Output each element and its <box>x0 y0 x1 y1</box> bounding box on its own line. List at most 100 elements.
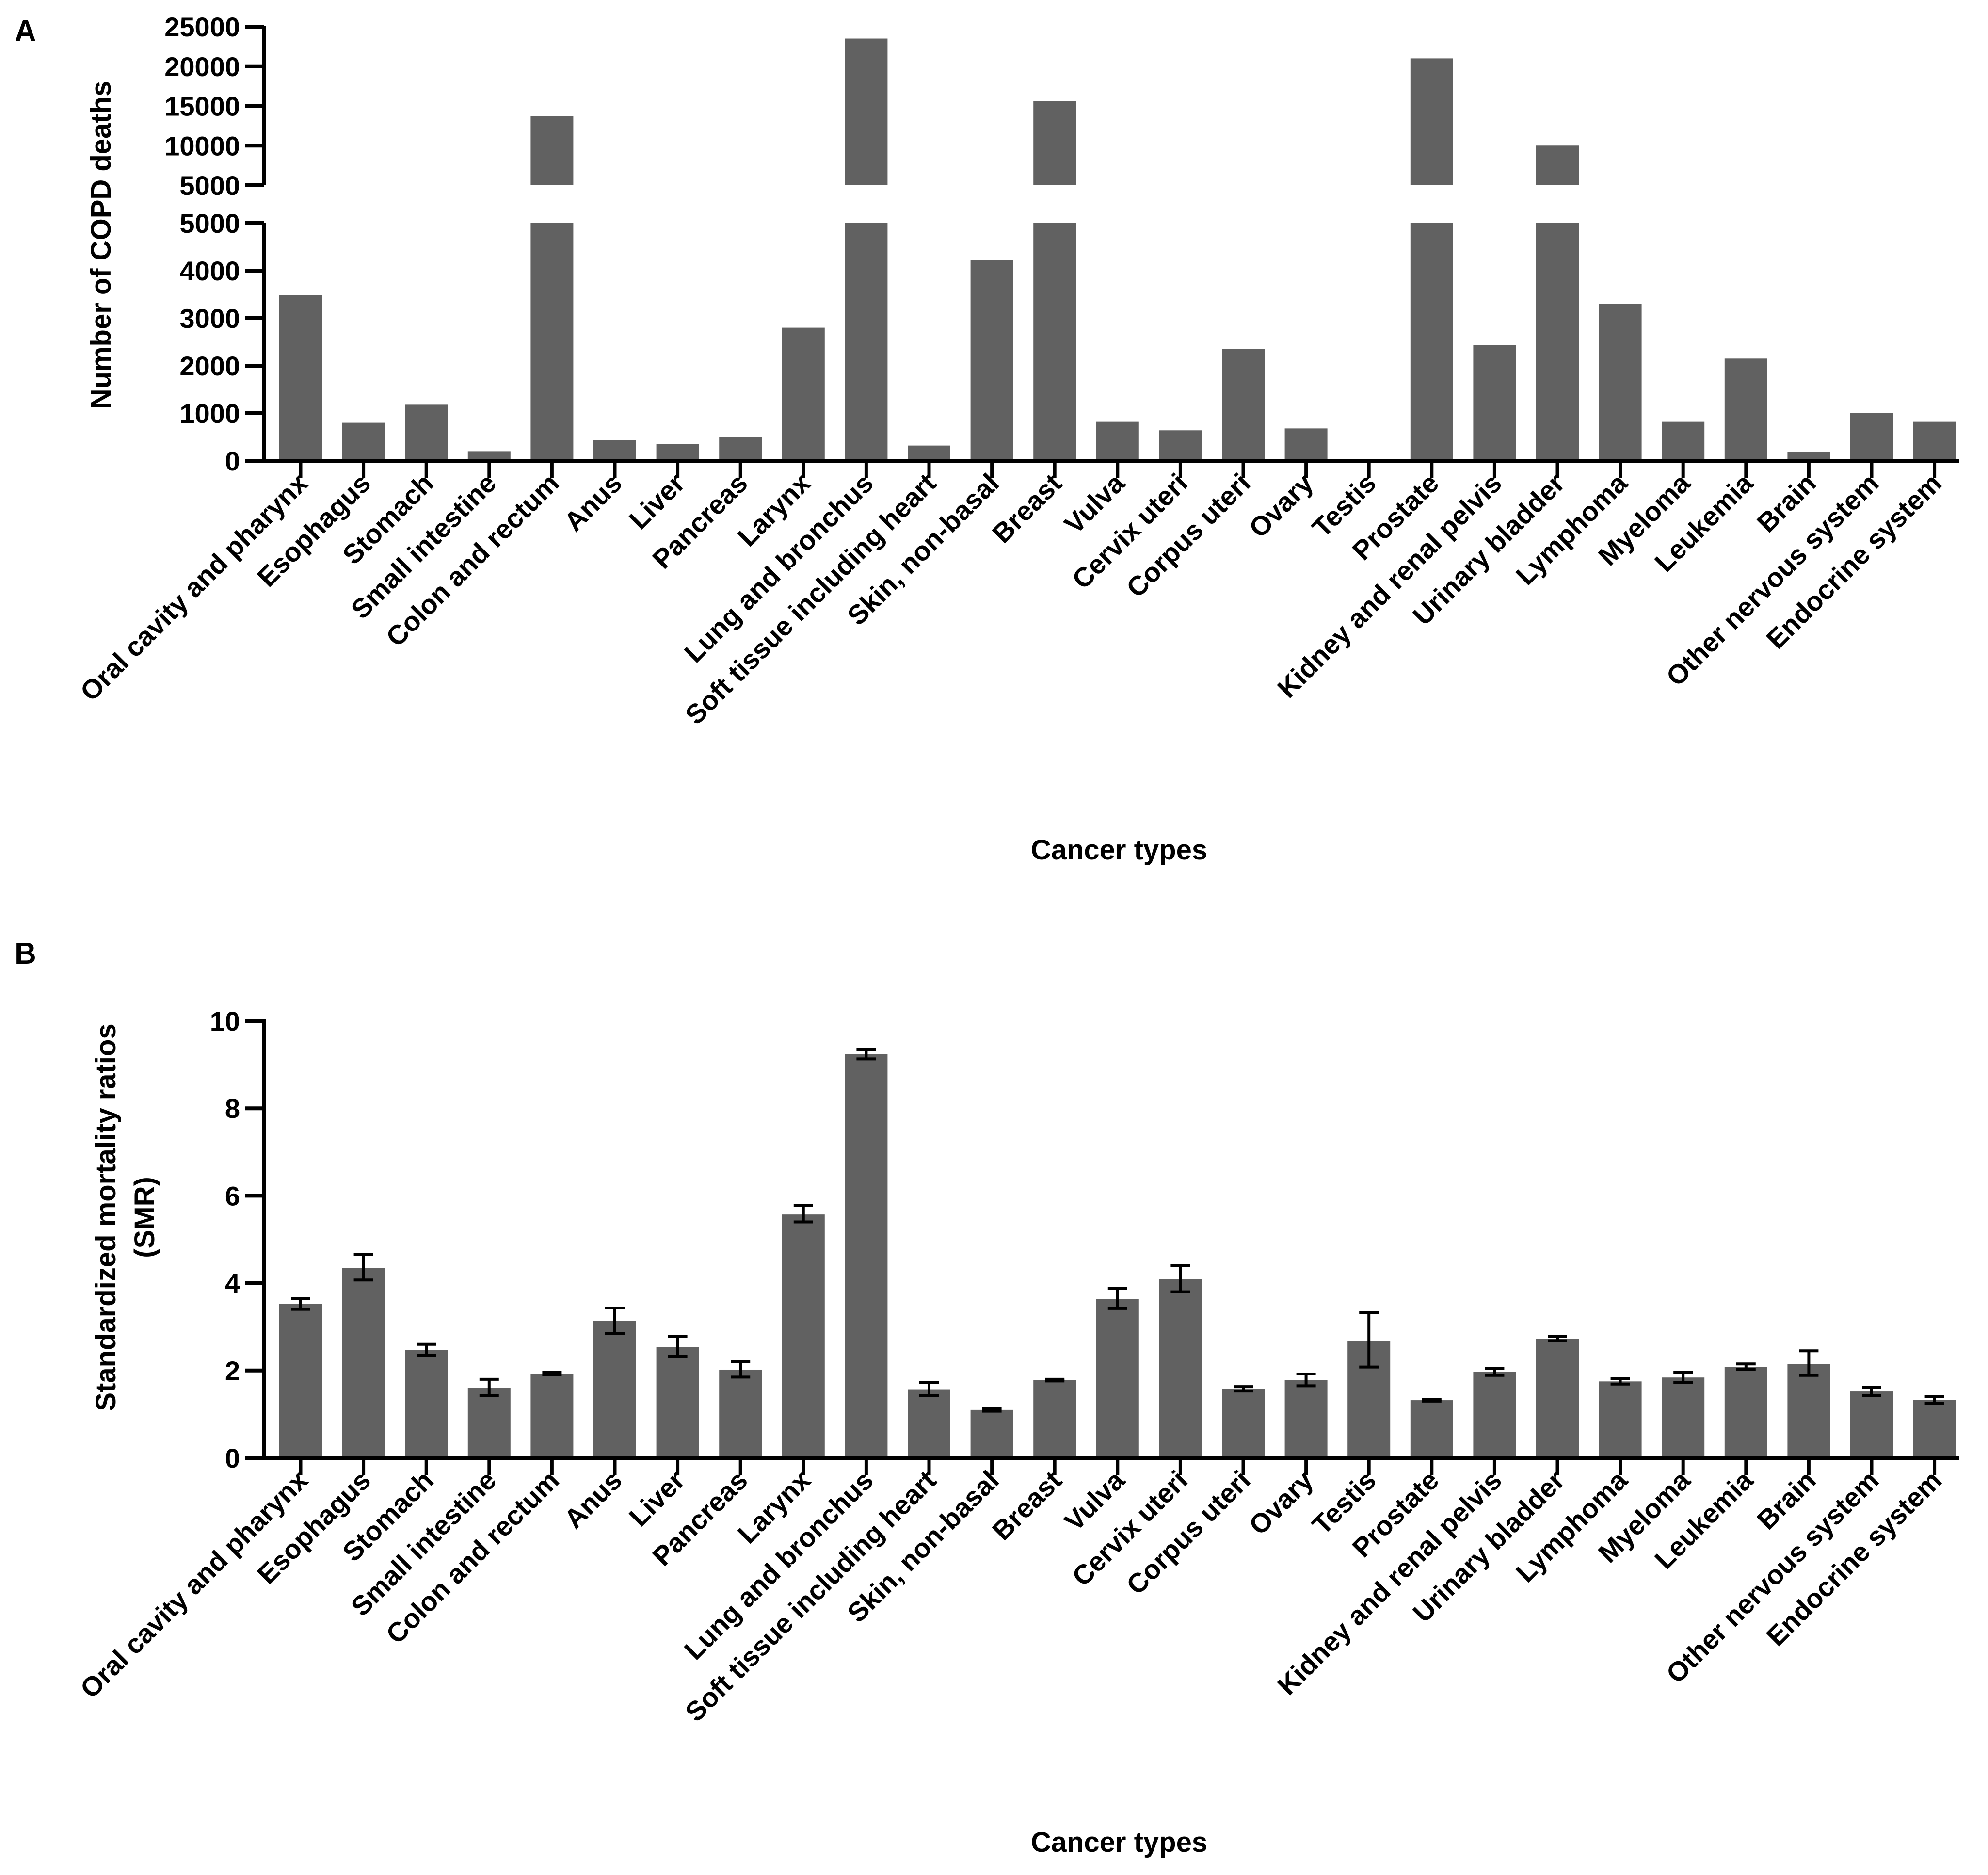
bar-b-liver <box>656 1347 699 1458</box>
bar-a-lymphoma <box>1599 304 1642 461</box>
error-bar-lymphoma <box>1610 1377 1630 1386</box>
bar-b-other-nervous-system <box>1850 1391 1893 1458</box>
bar-b-leukemia <box>1724 1367 1767 1458</box>
bar-a-esophagus <box>342 422 385 461</box>
panel-b-y-tick-label: 0 <box>225 1443 240 1473</box>
bar-a-prostate-upper <box>1410 58 1453 186</box>
panel-b-x-tick-labels: Oral cavity and pharynxEsophagusStomachS… <box>74 1464 1947 1727</box>
error-bar-corpus-uteri <box>1234 1385 1253 1393</box>
error-bar-lung-and-bronchus <box>856 1048 876 1061</box>
error-bar-skin-non-basal <box>982 1407 1002 1413</box>
panel-a-x-tick-label-anus: Anus <box>558 468 628 537</box>
bar-b-brain <box>1787 1364 1830 1458</box>
panel-b-y-axis-label-line1: Standardized mortality ratios <box>90 1023 122 1411</box>
error-bar-colon-and-rectum <box>542 1371 562 1376</box>
bar-a-colon-and-rectum-upper <box>530 116 574 185</box>
panel-a-bars <box>279 38 1956 461</box>
panel-a-x-tick-label-ovary: Ovary <box>1243 468 1319 544</box>
bar-b-anus <box>593 1321 636 1458</box>
bar-a-kidney-and-renal-pelvis <box>1473 345 1516 461</box>
bar-a-cervix-uteri <box>1159 430 1202 461</box>
bar-b-ovary <box>1284 1380 1328 1458</box>
panel-b-error-bars <box>291 1048 1944 1413</box>
bar-b-vulva <box>1096 1299 1139 1458</box>
bar-a-myeloma <box>1662 421 1705 461</box>
panel-b-bars <box>279 1054 1956 1458</box>
bar-b-colon-and-rectum <box>530 1374 574 1458</box>
panel-b-label: B <box>15 937 36 970</box>
panel-a-y-tick-label-lower: 1000 <box>179 398 240 429</box>
bar-b-lymphoma <box>1599 1381 1642 1458</box>
error-bar-urinary-bladder <box>1548 1335 1567 1342</box>
bar-b-kidney-and-renal-pelvis <box>1473 1372 1516 1458</box>
panel-a-label: A <box>15 15 36 48</box>
error-bar-brain <box>1799 1349 1819 1377</box>
bar-a-lung-and-bronchus <box>845 223 888 461</box>
bar-a-leukemia <box>1724 358 1767 461</box>
error-bar-anus <box>605 1306 625 1335</box>
bar-a-breast-upper <box>1033 101 1076 185</box>
bar-a-vulva <box>1096 421 1139 461</box>
bar-a-prostate <box>1410 223 1453 461</box>
panel-a-y-tick-label-upper: 15000 <box>164 91 240 122</box>
bar-a-corpus-uteri <box>1222 349 1265 461</box>
bar-a-brain <box>1787 452 1830 461</box>
error-bar-pancreas <box>731 1360 751 1379</box>
bar-b-esophagus <box>342 1268 385 1458</box>
bar-b-corpus-uteri <box>1222 1389 1265 1458</box>
bar-a-stomach <box>405 404 448 461</box>
panel-a-y-tick-label-upper: 5000 <box>179 170 240 201</box>
bar-a-endocrine-system <box>1913 421 1956 461</box>
bar-a-urinary-bladder <box>1536 223 1579 461</box>
error-bar-kidney-and-renal-pelvis <box>1485 1367 1505 1377</box>
panel-b-y-tick-label: 2 <box>225 1356 240 1386</box>
bar-a-other-nervous-system <box>1850 413 1893 461</box>
error-bar-small-intestine <box>479 1377 499 1398</box>
bar-b-endocrine-system <box>1913 1400 1956 1458</box>
bar-b-stomach <box>405 1350 448 1458</box>
panel-a-chart: A Number of COPD deaths Cancer types 0 10… <box>15 12 1959 866</box>
panel-b-axes: 0 2 4 6 8 10 <box>210 1006 1959 1475</box>
error-bar-oral-cavity-and-pharynx <box>291 1297 310 1311</box>
panel-a-y-tick-label-lower: 4000 <box>179 256 240 286</box>
bar-b-oral-cavity-and-pharynx <box>279 1304 322 1458</box>
panel-b-y-tick-label: 10 <box>210 1006 240 1036</box>
panel-a-axes: 0 1000 2000 3000 4000 5000 5000 10000 15000 20000… <box>164 12 1959 478</box>
bar-b-breast <box>1033 1380 1076 1458</box>
panel-b-y-tick-label: 8 <box>225 1093 240 1124</box>
panel-b-y-axis-label-line2: (SMR) <box>129 1177 160 1258</box>
bar-b-prostate <box>1410 1400 1453 1458</box>
bar-a-lung-and-bronchus-upper <box>845 38 888 186</box>
error-bar-other-nervous-system <box>1862 1386 1881 1397</box>
panel-b-x-tick-label-ovary: Ovary <box>1243 1465 1319 1541</box>
bar-a-anus <box>593 440 636 461</box>
panel-a-x-axis-label: Cancer types <box>1031 834 1207 866</box>
error-bar-stomach <box>417 1342 436 1357</box>
bar-a-colon-and-rectum <box>530 223 574 461</box>
panel-a-y-tick-label-upper: 10000 <box>164 130 240 161</box>
panel-a-x-tick-labels: Oral cavity and pharynxEsophagusStomachS… <box>74 467 1947 730</box>
panel-a-y-tick-label-upper: 25000 <box>164 12 240 42</box>
bar-a-pancreas <box>719 437 762 461</box>
panel-a-y-tick-label-lower: 2000 <box>179 351 240 381</box>
bar-a-urinary-bladder-upper <box>1536 145 1579 185</box>
error-bar-vulva <box>1107 1287 1127 1310</box>
bar-a-oral-cavity-and-pharynx <box>279 295 322 461</box>
error-bar-endocrine-system <box>1924 1394 1944 1405</box>
bar-b-small-intestine <box>467 1388 511 1458</box>
panel-b-chart: B Standardized mortality ratios (SMR) Ca… <box>15 937 1959 1858</box>
error-bar-leukemia <box>1736 1362 1756 1371</box>
bar-b-soft-tissue-including-heart <box>908 1389 950 1458</box>
bar-a-ovary <box>1284 428 1328 461</box>
bar-b-myeloma <box>1662 1377 1705 1458</box>
error-bar-testis <box>1359 1310 1379 1369</box>
bar-b-skin-non-basal <box>970 1409 1013 1458</box>
error-bar-prostate <box>1422 1398 1442 1403</box>
bar-a-liver <box>656 444 699 461</box>
bar-b-pancreas <box>719 1369 762 1458</box>
error-bar-ovary <box>1296 1373 1316 1388</box>
panel-a-x-tick-label-breast: Breast <box>986 468 1068 549</box>
error-bar-soft-tissue-including-heart <box>919 1381 939 1398</box>
panel-a-y-axis-label: Number of COPD deaths <box>85 81 117 409</box>
